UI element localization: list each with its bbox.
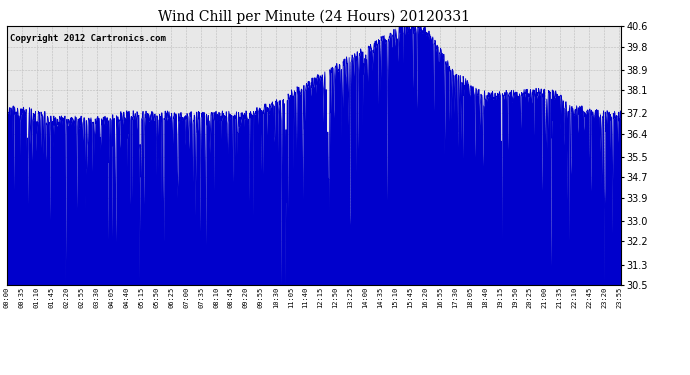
Text: Copyright 2012 Cartronics.com: Copyright 2012 Cartronics.com <box>10 34 166 43</box>
Title: Wind Chill per Minute (24 Hours) 20120331: Wind Chill per Minute (24 Hours) 2012033… <box>158 9 470 24</box>
